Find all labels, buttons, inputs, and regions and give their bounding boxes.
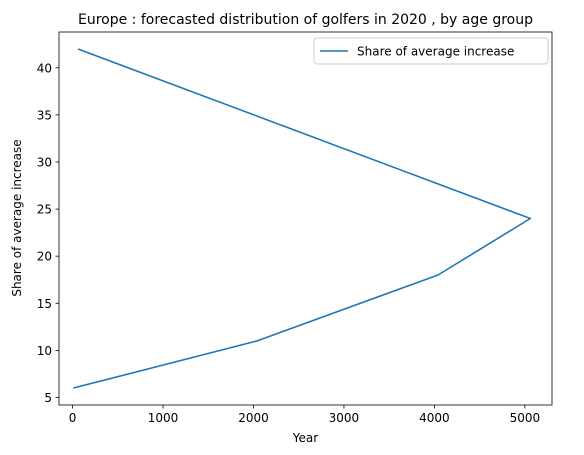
- plot-area: [58, 31, 553, 406]
- y-tick-label: 25: [37, 203, 52, 217]
- legend-label: Share of average increase: [357, 45, 514, 59]
- legend: Share of average increase: [313, 37, 549, 65]
- plot-frame: [58, 31, 553, 406]
- x-tick-label: 5000: [510, 411, 541, 425]
- x-tick-label: 0: [69, 411, 77, 425]
- series-line: [73, 48, 532, 389]
- y-tick-label: 35: [37, 108, 52, 122]
- chart-title: Europe : forecasted distribution of golf…: [78, 12, 533, 28]
- x-tick-label: 4000: [419, 411, 450, 425]
- x-tick-label: 2000: [238, 411, 269, 425]
- x-axis: 0 1000 2000 3000 4000 5000: [69, 405, 540, 425]
- y-tick-label: 10: [37, 344, 52, 358]
- x-axis-label: Year: [292, 431, 318, 445]
- y-tick-label: 30: [37, 155, 52, 169]
- y-tick-label: 20: [37, 250, 52, 264]
- legend-box: [313, 37, 549, 65]
- x-tick-label: 3000: [329, 411, 360, 425]
- x-tick-label: 1000: [148, 411, 179, 425]
- y-axis: 5 10 15 20 25 30 35 40: [37, 61, 59, 405]
- y-axis-label: Share of average increase: [10, 139, 24, 296]
- y-tick-label: 5: [44, 391, 52, 405]
- y-tick-label: 15: [37, 297, 52, 311]
- y-tick-label: 40: [37, 61, 52, 75]
